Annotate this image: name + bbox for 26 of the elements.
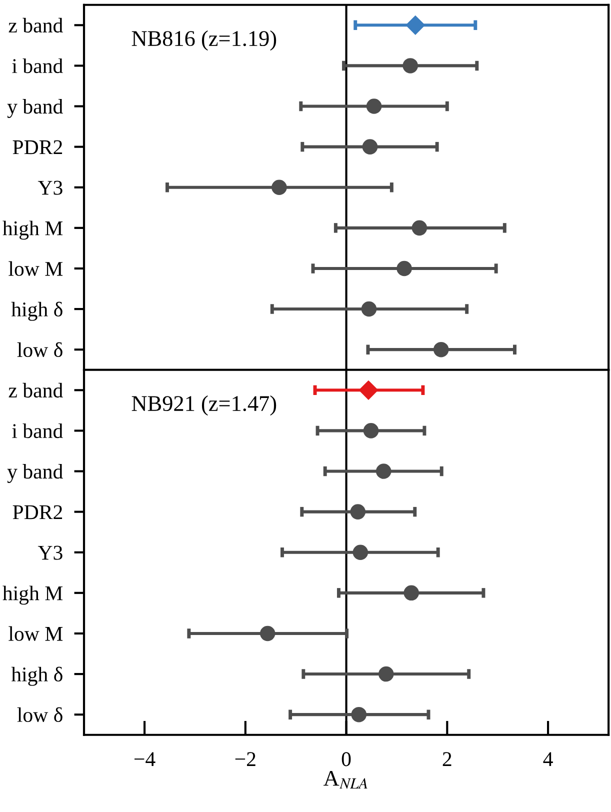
x-tick-label: −4 bbox=[134, 752, 156, 766]
y-tick-label: PDR2 bbox=[12, 140, 62, 154]
y-tick-label: Y3 bbox=[38, 180, 62, 195]
y-tick-label: low δ bbox=[17, 342, 62, 358]
y-tick-label: y band bbox=[7, 464, 63, 483]
y-tick-label: i band bbox=[12, 58, 63, 74]
y-tick-label: high M bbox=[2, 220, 63, 240]
x-tick-label: 4 bbox=[543, 752, 553, 766]
y-tick-label: high δ bbox=[11, 666, 62, 686]
y-tick-label: z band bbox=[8, 382, 63, 398]
x-tick-label: −2 bbox=[235, 752, 256, 766]
y-tick-label: high δ bbox=[11, 302, 62, 321]
y-tick-label: high M bbox=[2, 586, 63, 605]
x-tick-label: 2 bbox=[442, 752, 452, 766]
annotation: NB816 (z=1.19) bbox=[132, 30, 276, 51]
x-axis-title: A$_{NLA}$ bbox=[324, 770, 368, 789]
y-tick-label: y band bbox=[7, 99, 63, 118]
y-tick-label: Y3 bbox=[38, 546, 62, 560]
y-tick-label: PDR2 bbox=[12, 505, 62, 520]
y-tick-label: z band bbox=[8, 18, 63, 33]
y-tick-label: low δ bbox=[17, 707, 62, 722]
y-tick-label: low M bbox=[8, 626, 63, 641]
y-tick-label: i band bbox=[12, 423, 63, 438]
x-tick-label: 0 bbox=[342, 752, 351, 766]
y-tick-label: low M bbox=[8, 261, 63, 276]
annotation: NB921 (z=1.47) bbox=[132, 395, 276, 416]
